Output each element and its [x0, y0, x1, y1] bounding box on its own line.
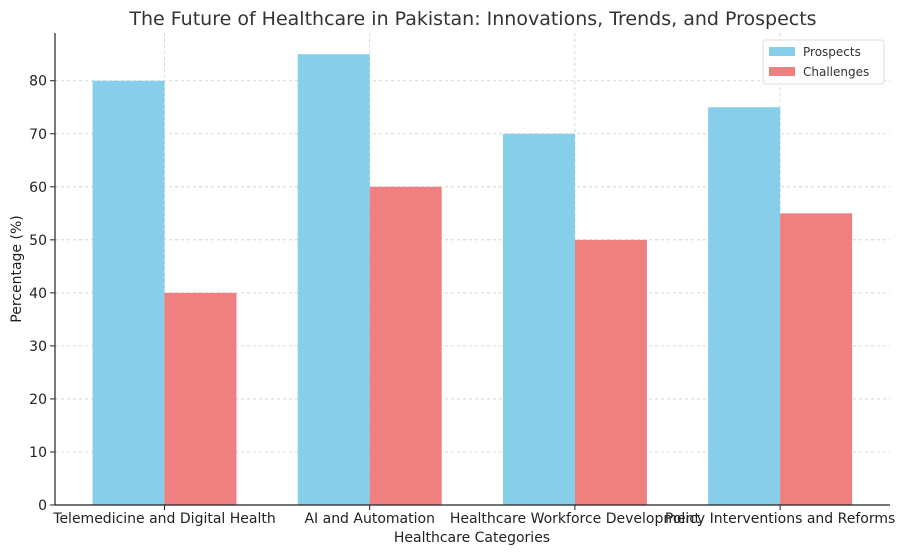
x-axis-ticks: Telemedicine and Digital Health AI and Au… — [52, 505, 895, 527]
bar-prospects-3 — [708, 107, 781, 505]
bar-prospects-2 — [502, 133, 575, 505]
y-tick-label: 30 — [29, 339, 47, 355]
x-tick-label: Healthcare Workforce Development — [450, 511, 701, 527]
y-axis-label: Percentage (%) — [9, 215, 25, 322]
y-tick-label: 60 — [29, 180, 47, 196]
y-tick-label: 0 — [38, 498, 47, 514]
x-tick-label: Telemedicine and Digital Health — [52, 511, 275, 527]
legend-label-prospects: Prospects — [803, 45, 861, 59]
bar-challenges-0 — [164, 292, 237, 505]
y-tick-label: 40 — [29, 286, 47, 302]
bar-prospects-1 — [297, 54, 370, 506]
y-axis-ticks: 0 10 20 30 40 50 60 70 80 — [29, 74, 55, 514]
x-tick-label: AI and Automation — [304, 511, 434, 527]
bar-challenges-1 — [369, 186, 442, 505]
y-tick-label: 80 — [29, 74, 47, 90]
bar-prospects-0 — [92, 80, 165, 505]
y-tick-label: 70 — [29, 127, 47, 143]
x-tick-label: Policy Interventions and Reforms — [665, 511, 895, 527]
bar-challenges-2 — [574, 239, 647, 505]
bar-challenges-3 — [780, 213, 853, 505]
y-tick-label: 50 — [29, 233, 47, 249]
legend-label-challenges: Challenges — [803, 65, 869, 79]
chart-title: The Future of Healthcare in Pakistan: In… — [128, 8, 816, 30]
y-tick-label: 20 — [29, 392, 47, 408]
axes — [54, 33, 890, 506]
x-axis-label: Healthcare Categories — [394, 530, 550, 546]
legend: Prospects Challenges — [762, 39, 885, 85]
legend-swatch-challenges — [769, 67, 795, 76]
bar-series — [92, 54, 853, 506]
y-tick-label: 10 — [29, 445, 47, 461]
legend-swatch-prospects — [769, 47, 795, 56]
